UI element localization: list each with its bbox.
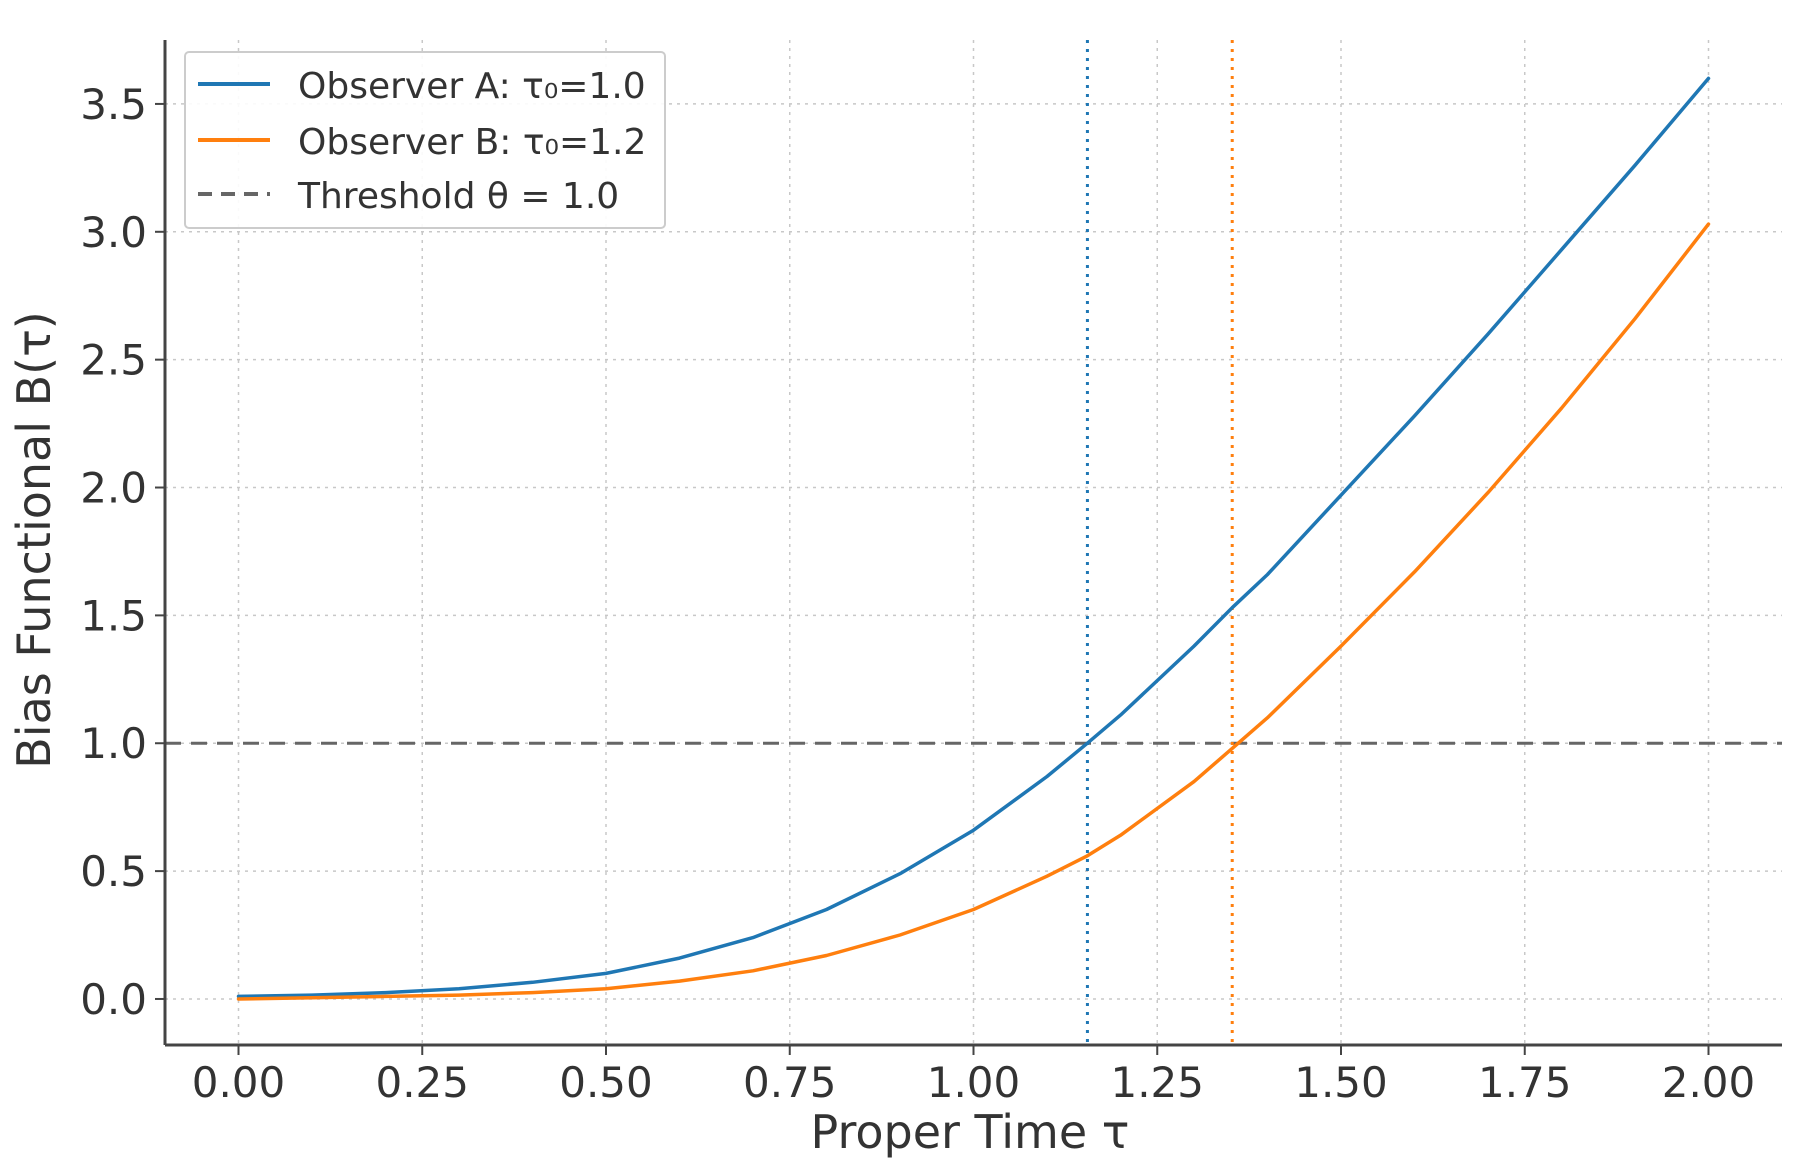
y-tick-label: 1.5 xyxy=(80,591,147,640)
y-tick-label: 3.0 xyxy=(80,208,147,257)
y-tick-label: 2.0 xyxy=(80,464,147,513)
series-line-observer-b xyxy=(236,222,1711,1001)
legend-label-threshold: Threshold θ = 1.0 xyxy=(297,176,619,217)
x-tick-label: 0.25 xyxy=(375,1058,469,1107)
axes xyxy=(155,40,1782,1055)
y-tick-label: 0.5 xyxy=(80,847,147,896)
x-tick-label: 1.50 xyxy=(1294,1058,1388,1107)
y-tick-label: 2.5 xyxy=(80,336,147,385)
x-tick-label: 0.50 xyxy=(559,1058,653,1107)
legend-label-observer-b: Observer B: τ₀=1.2 xyxy=(298,122,646,163)
x-axis-label: Proper Time τ xyxy=(811,1105,1130,1159)
series-line-observer-a xyxy=(236,76,1711,999)
legend-box xyxy=(184,51,666,229)
x-tick-label: 1.00 xyxy=(927,1058,1021,1107)
y-tick-label: 0.0 xyxy=(80,975,147,1024)
series-lines xyxy=(236,76,1711,1001)
x-tick-label: 1.25 xyxy=(1110,1058,1204,1107)
y-axis-label: Bias Functional B(τ) xyxy=(7,311,61,769)
legend-label-observer-a: Observer A: τ₀=1.0 xyxy=(298,66,646,107)
x-tick-label: 0.00 xyxy=(192,1058,286,1107)
y-tick-label: 1.0 xyxy=(80,719,147,768)
x-tick-label: 1.75 xyxy=(1478,1058,1572,1107)
x-tick-label: 0.75 xyxy=(743,1058,837,1107)
reference-lines xyxy=(165,40,1782,1045)
y-tick-label: 3.5 xyxy=(80,80,147,129)
x-tick-label: 2.00 xyxy=(1662,1058,1756,1107)
tick-labels: 0.00 0.25 0.50 0.75 1.00 1.25 1.50 1.75 2.00 0.0 0… xyxy=(80,80,1755,1107)
legend: Observer A: τ₀=1.0 Observer B: τ₀=1.2 Th… xyxy=(184,51,666,229)
